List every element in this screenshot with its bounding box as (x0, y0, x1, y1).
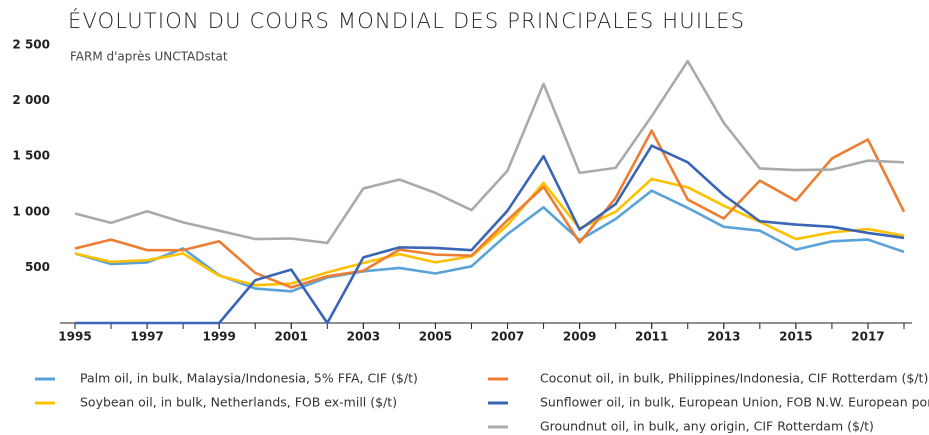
legend-label: Groundnut oil, in bulk, any origin, CIF … (540, 419, 874, 434)
x-tick-label: 1997 (130, 330, 163, 344)
series-line (74, 129, 906, 289)
x-tick-label: 2015 (779, 330, 812, 344)
x-tick-label: 2009 (563, 330, 596, 344)
x-tick-label: 2001 (275, 330, 308, 344)
chart-title: ÉVOLUTION DU COURS MONDIAL DES PRINCIPAL… (68, 8, 745, 33)
legend-label: Palm oil, in bulk, Malaysia/Indonesia, 5… (80, 371, 418, 386)
x-tick-label: 1999 (202, 330, 235, 344)
x-tick-label: 2011 (635, 330, 668, 344)
series-line (75, 144, 905, 325)
y-tick-label: 500 (25, 260, 50, 274)
legend-label: Coconut oil, in bulk, Philippines/Indone… (540, 371, 928, 386)
y-tick-label: 1 000 (12, 204, 50, 218)
x-tick-label: 1995 (58, 330, 91, 344)
chart-subtitle: FARM d'après UNCTADstat (70, 50, 228, 64)
x-tick-label: 2007 (491, 330, 524, 344)
y-tick-label: 2 500 (12, 38, 50, 52)
series-line (74, 177, 905, 287)
x-tick-label: 2017 (851, 330, 884, 344)
x-tick-label: 2003 (347, 330, 380, 344)
legend-label: Soybean oil, in bulk, Netherlands, FOB e… (80, 395, 397, 410)
legend-label: Sunflower oil, in bulk, European Union, … (540, 395, 929, 410)
series-line (74, 59, 905, 245)
x-tick-label: 2013 (707, 330, 740, 344)
y-tick-label: 1 500 (12, 149, 50, 163)
y-tick-label: 2 000 (12, 93, 50, 107)
x-tick-label: 2005 (419, 330, 452, 344)
